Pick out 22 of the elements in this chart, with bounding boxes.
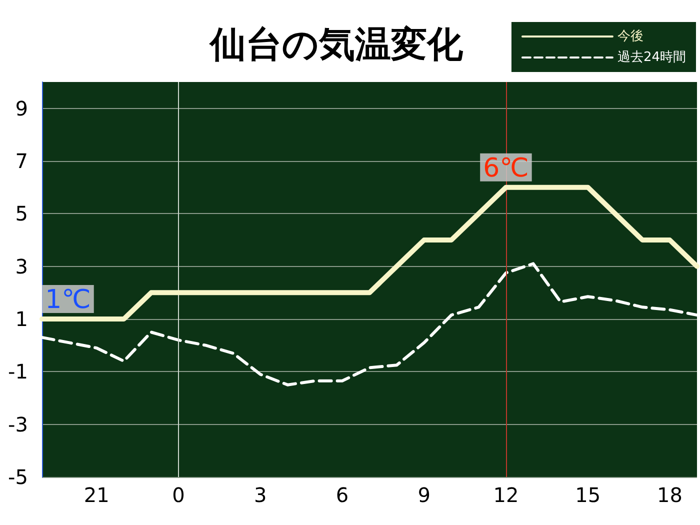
- y-tick-label: 3: [15, 254, 28, 278]
- chart-title: 仙台の気温変化: [208, 24, 464, 66]
- text: 今後: [617, 29, 644, 44]
- text: 過去24時間: [617, 50, 686, 65]
- x-tick-label: 3: [254, 483, 267, 507]
- x-tick-label: 18: [656, 483, 682, 507]
- annotation: 1℃: [45, 285, 91, 315]
- x-tick-label: 9: [418, 483, 430, 507]
- x-tick-label: 15: [575, 483, 601, 507]
- y-tick-label: 9: [15, 96, 28, 120]
- line-series: [40, 262, 698, 386]
- y-tick-label: -5: [8, 465, 28, 489]
- y-tick-label: -1: [8, 360, 28, 384]
- y-tick-label: -3: [8, 412, 28, 436]
- x-tick-label: 12: [493, 483, 519, 507]
- y-tick-label: 5: [15, 202, 28, 226]
- annotation: 6℃: [483, 153, 529, 184]
- x-tick-label: 6: [336, 483, 349, 507]
- y-tick-label: 1: [15, 307, 28, 331]
- y-tick-label: 7: [15, 149, 28, 173]
- x-tick-label: 21: [84, 483, 110, 507]
- x-tick-label: 0: [172, 483, 185, 507]
